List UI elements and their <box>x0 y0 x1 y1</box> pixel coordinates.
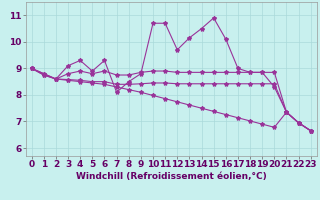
X-axis label: Windchill (Refroidissement éolien,°C): Windchill (Refroidissement éolien,°C) <box>76 172 267 181</box>
